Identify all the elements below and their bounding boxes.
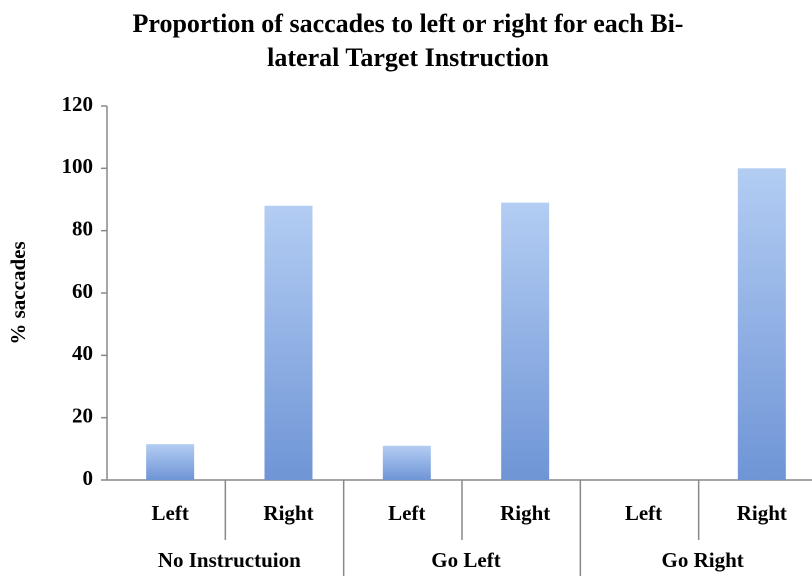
x-tick-label: Right [500, 501, 550, 525]
bar [264, 205, 313, 480]
x-tick-label: Left [388, 501, 425, 525]
y-tick-label: 40 [72, 341, 93, 365]
bar [737, 168, 786, 481]
y-tick-label: 100 [62, 154, 94, 178]
y-tick-label: 80 [72, 216, 93, 240]
chart-title: Proportion of saccades to left or right … [133, 9, 684, 38]
x-tick-label: Left [152, 501, 189, 525]
bar [501, 202, 550, 480]
y-tick-label: 20 [72, 403, 93, 427]
y-tick-label: 120 [62, 92, 94, 116]
bar [382, 445, 431, 480]
chart-title: lateral Target Instruction [267, 43, 549, 72]
group-label: Go Right [662, 548, 744, 572]
y-tick-label: 0 [83, 466, 94, 490]
bar [146, 444, 195, 480]
group-label: Go Left [431, 548, 500, 572]
x-tick-label: Left [625, 501, 662, 525]
y-axis-label: % saccades [6, 241, 30, 344]
group-label: No Instructuion [158, 548, 301, 572]
y-tick-label: 60 [72, 279, 93, 303]
x-tick-label: Right [263, 501, 313, 525]
x-tick-label: Right [737, 501, 787, 525]
